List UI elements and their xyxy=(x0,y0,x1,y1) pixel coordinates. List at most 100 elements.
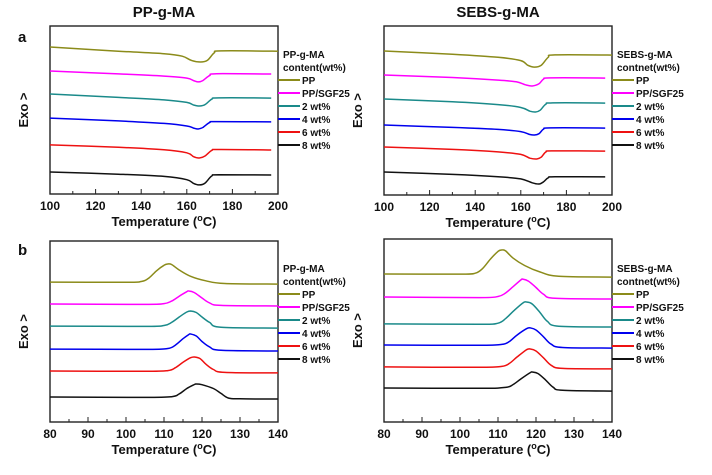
y-axis-label: Exo > xyxy=(350,313,365,348)
y-axis-label: Exo > xyxy=(350,93,365,128)
x-axis-label-main: Temperature ( xyxy=(112,442,198,457)
x-tick-label: 140 xyxy=(268,427,288,441)
x-tick-label: 120 xyxy=(86,199,106,213)
legend-title: contnet(wt%) xyxy=(617,63,680,74)
legend-label: 8 wt% xyxy=(636,141,664,152)
x-tick-label: 200 xyxy=(268,199,288,213)
panel-letter-b: b xyxy=(18,242,27,259)
legend-label: PP/SGF25 xyxy=(636,303,684,314)
legend-label: 2 wt% xyxy=(636,102,664,113)
x-tick-label: 100 xyxy=(40,199,60,213)
x-axis-label-superscript: o xyxy=(197,441,203,451)
legend-label: PP xyxy=(636,76,650,87)
legend-label: 2 wt% xyxy=(636,316,664,327)
panel-b-ppgma: 80 90 100 110 120 130 140 Temperature (oC) Exo >… xyxy=(16,240,350,457)
x-tick-label: 90 xyxy=(81,427,95,441)
x-tick-label: 200 xyxy=(602,200,622,214)
legend-label: 2 wt% xyxy=(302,316,330,327)
series-line-pp-sgf25 xyxy=(383,278,613,300)
legend-label: PP/SGF25 xyxy=(302,89,350,100)
x-tick-label: 140 xyxy=(131,199,151,213)
x-axis-label-main: Temperature ( xyxy=(446,442,532,457)
panel-a-sebsgma: 100 120 140 160 180 200 Temperature (oC) Exo > S… xyxy=(350,25,684,230)
legend-label: 2 wt% xyxy=(302,102,330,113)
plot-frame xyxy=(49,240,279,423)
x-tick-label: 160 xyxy=(177,199,197,213)
legend: SEBS-g-MA contnet(wt%) PP PP/SGF25 2 wt% 4 wt… xyxy=(612,50,684,152)
panel-a-ppgma: 100 120 140 160 180 200 Temperature (oC) Exo > P… xyxy=(16,25,350,229)
legend-title: content(wt%) xyxy=(283,63,346,74)
column-title-ppgma: PP-g-MA xyxy=(133,4,196,21)
legend-label: 4 wt% xyxy=(636,115,664,126)
series-line-pp-sgf25 xyxy=(383,74,606,87)
x-tick-label: 140 xyxy=(602,427,622,441)
legend-label: 6 wt% xyxy=(636,342,664,353)
legend: PP-g-MA content(wt%) PP PP/SGF25 2 wt% 4 wt% 6… xyxy=(278,264,350,366)
x-tick-label: 130 xyxy=(564,427,584,441)
legend-label: 8 wt% xyxy=(636,355,664,366)
series-line-2-wt- xyxy=(383,98,606,113)
series-line-pp-sgf25 xyxy=(49,70,272,83)
legend-label: PP xyxy=(302,76,316,87)
x-axis-label-superscript: o xyxy=(531,214,537,224)
x-tick-label: 110 xyxy=(154,427,174,441)
series-line-pp xyxy=(49,46,279,63)
x-axis-label: Temperature (oC) xyxy=(112,441,217,457)
legend-label: PP/SGF25 xyxy=(302,303,350,314)
x-tick-label: 80 xyxy=(377,427,391,441)
series-line-4-wt- xyxy=(49,333,279,352)
x-tick-label: 80 xyxy=(43,427,57,441)
x-axis-label-unit: C) xyxy=(537,215,551,230)
series-line-8-wt- xyxy=(383,371,613,392)
legend-label: PP xyxy=(302,290,316,301)
series-line-pp xyxy=(383,50,613,68)
panel-b-sebsgma: 80 90 100 110 120 130 140 Temperature (oC) Exo >… xyxy=(350,238,684,457)
x-tick-label: 130 xyxy=(230,427,250,441)
series-line-8-wt- xyxy=(383,171,606,185)
x-tick-label: 100 xyxy=(116,427,136,441)
series-line-4-wt- xyxy=(383,124,606,136)
x-axis-label-unit: C) xyxy=(203,214,217,229)
legend: PP-g-MA content(wt%) PP PP/SGF25 2 wt% 4 wt% 6… xyxy=(278,50,350,152)
x-axis-label-unit: C) xyxy=(537,442,551,457)
x-tick-label: 180 xyxy=(556,200,576,214)
series-line-pp xyxy=(49,263,279,285)
legend-label: 6 wt% xyxy=(302,128,330,139)
x-tick-label: 100 xyxy=(450,427,470,441)
x-tick-label: 100 xyxy=(374,200,394,214)
series-line-8-wt- xyxy=(49,171,272,186)
x-tick-label: 110 xyxy=(488,427,508,441)
series-line-pp-sgf25 xyxy=(49,290,279,307)
y-axis-label: Exo > xyxy=(16,314,31,349)
x-tick-label: 120 xyxy=(192,427,212,441)
x-axis-label-unit: C) xyxy=(203,442,217,457)
x-axis-label: Temperature (oC) xyxy=(446,441,551,457)
series-line-6-wt- xyxy=(49,144,272,159)
legend-label: 4 wt% xyxy=(302,329,330,340)
legend-label: PP xyxy=(636,290,650,301)
plot-frame xyxy=(383,25,613,196)
legend-label: PP/SGF25 xyxy=(636,89,684,100)
x-axis-label-superscript: o xyxy=(531,441,537,451)
x-tick-label: 140 xyxy=(465,200,485,214)
legend-label: 4 wt% xyxy=(302,115,330,126)
plot-frame xyxy=(383,238,613,423)
legend-title: contnet(wt%) xyxy=(617,277,680,288)
x-tick-label: 90 xyxy=(415,427,429,441)
legend-label: 8 wt% xyxy=(302,141,330,152)
x-tick-label: 120 xyxy=(420,200,440,214)
legend-title: SEBS-g-MA xyxy=(617,50,673,61)
x-axis-label: Temperature (oC) xyxy=(112,213,217,229)
series-line-2-wt- xyxy=(49,310,279,329)
legend-title: content(wt%) xyxy=(283,277,346,288)
series-line-8-wt- xyxy=(49,383,279,400)
series-line-2-wt- xyxy=(383,301,613,328)
x-axis-label-main: Temperature ( xyxy=(446,215,532,230)
legend-title: SEBS-g-MA xyxy=(617,264,673,275)
x-axis-label: Temperature (oC) xyxy=(446,214,551,230)
series-line-2-wt- xyxy=(49,93,272,107)
series-line-6-wt- xyxy=(383,348,613,370)
series-line-4-wt- xyxy=(49,117,272,130)
x-tick-label: 160 xyxy=(511,200,531,214)
